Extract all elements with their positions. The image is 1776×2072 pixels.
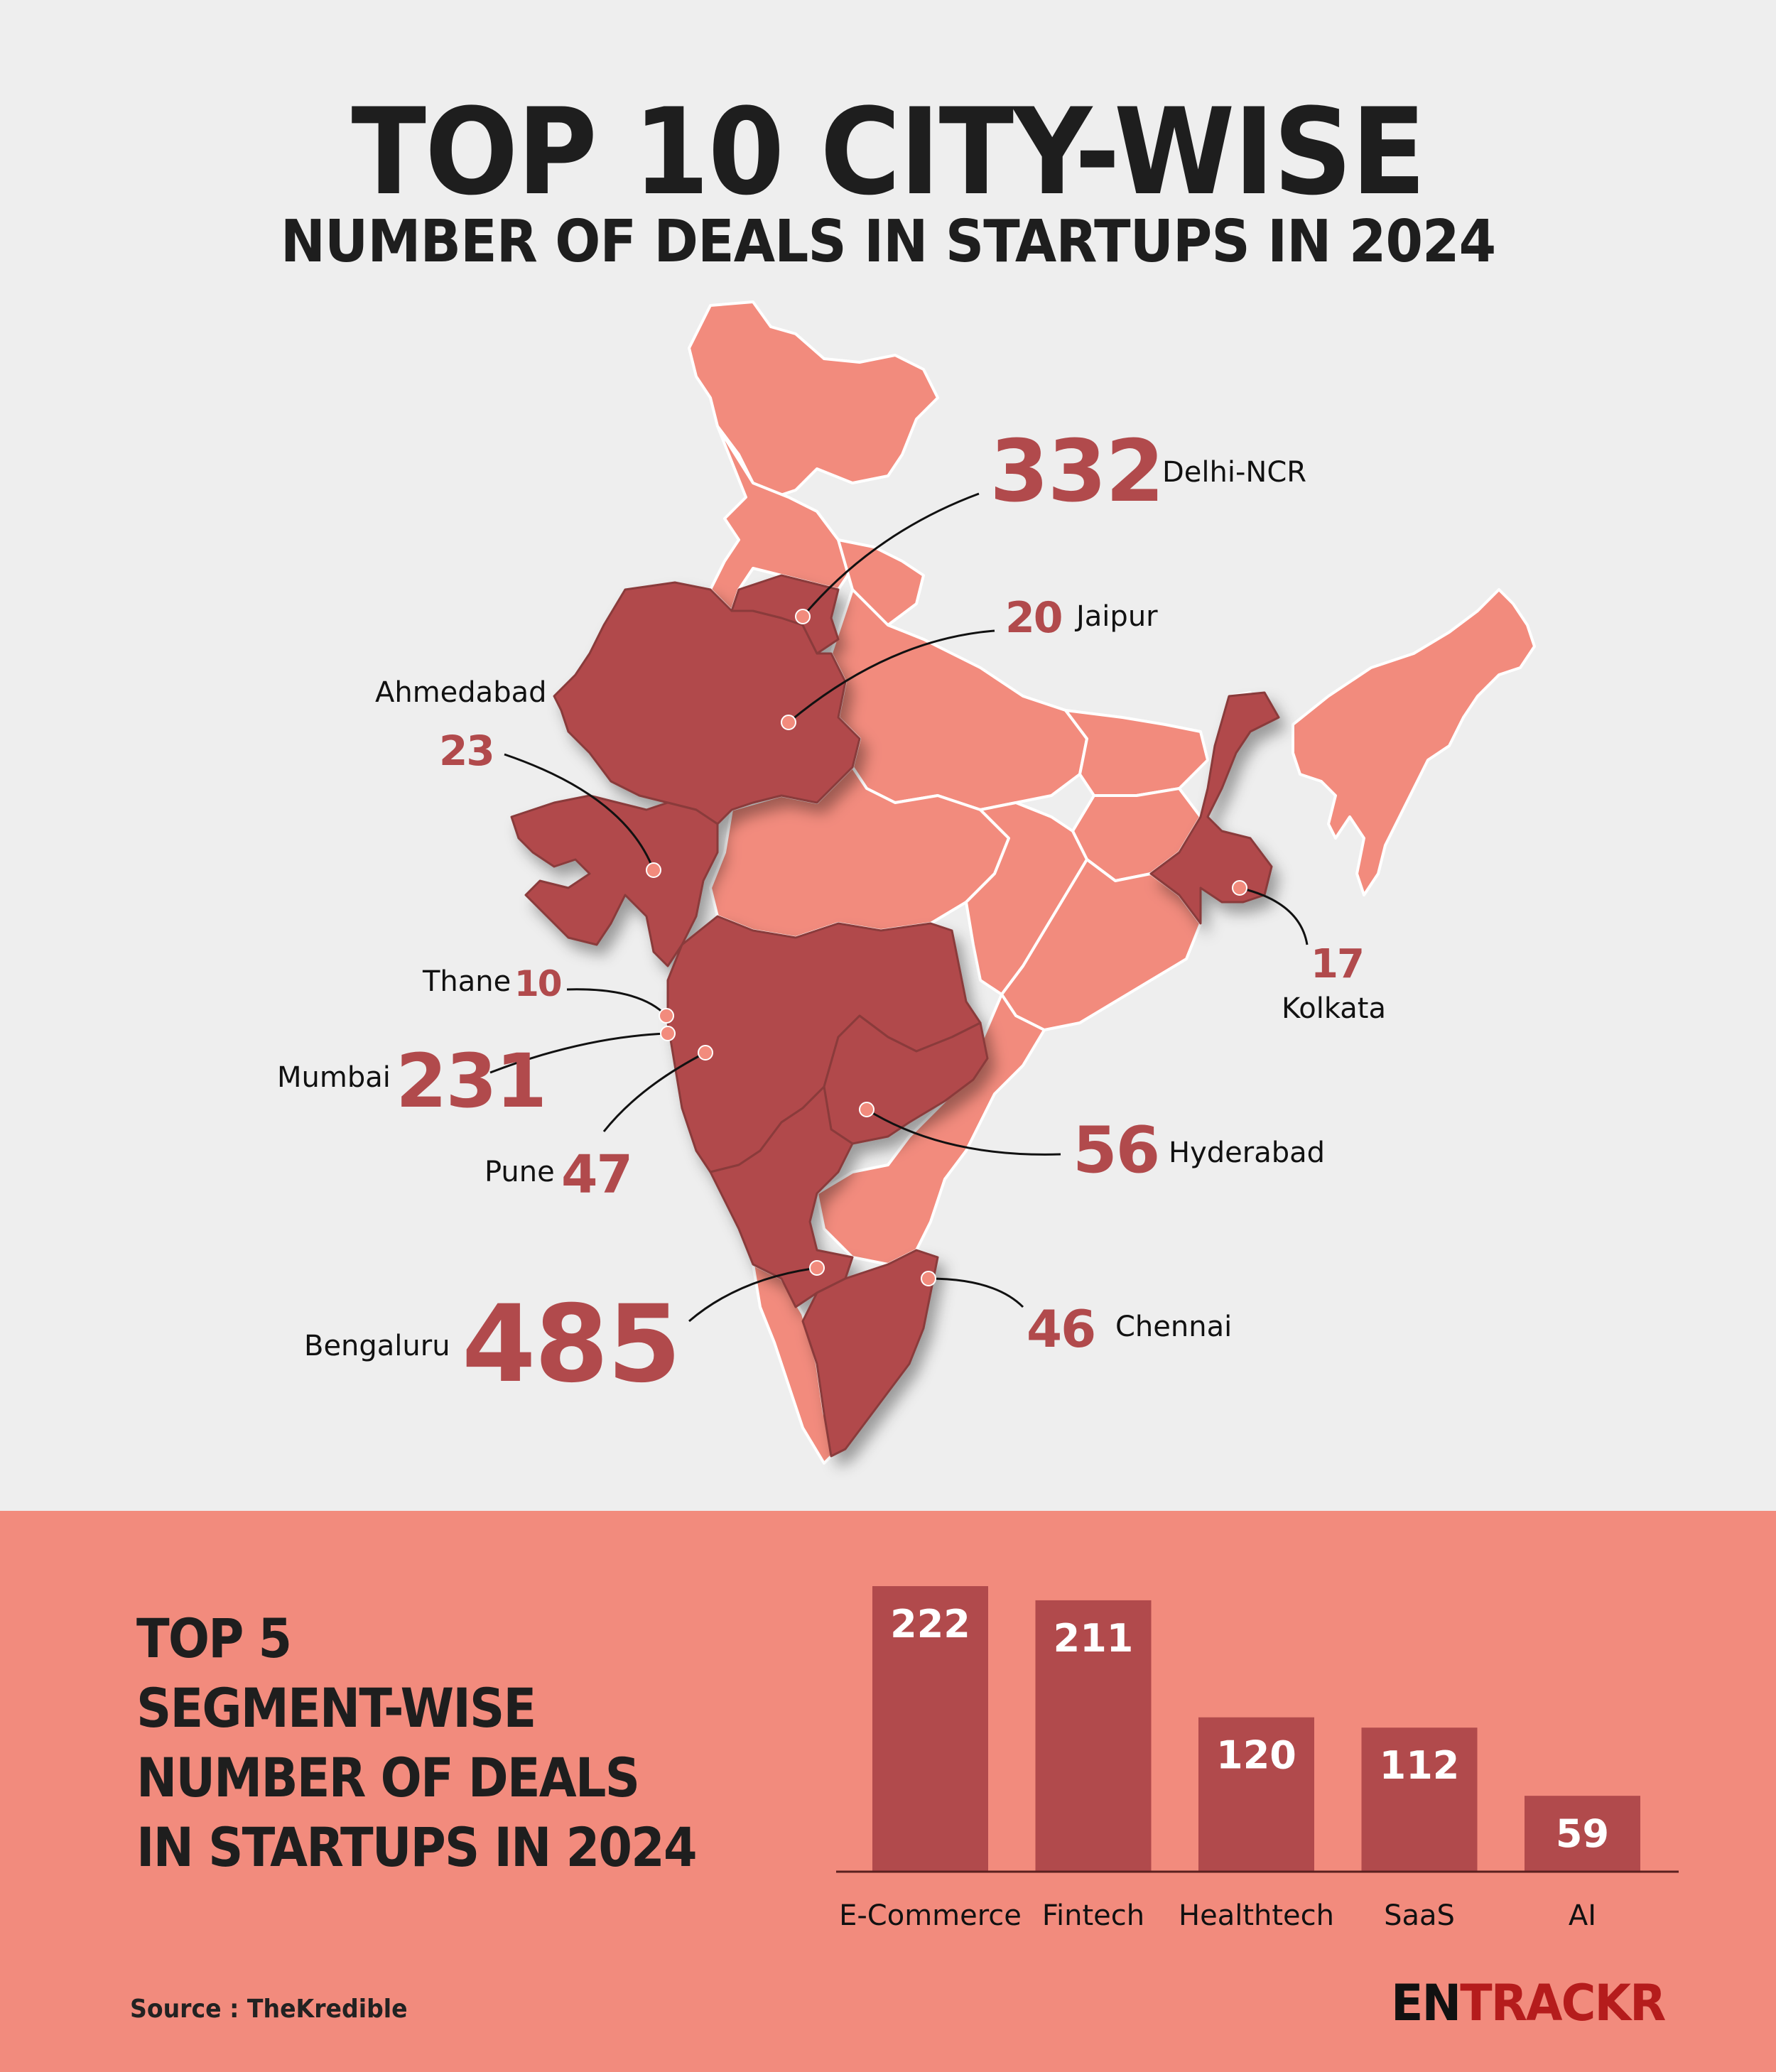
hyderabad-label: Hyderabad: [1169, 1137, 1325, 1169]
segment-panel-title: TOP 5 SEGMENT-WISE NUMBER OF DEALS IN ST…: [136, 1604, 698, 1882]
bar-e-commerce: [872, 1586, 988, 1872]
entrackr-logo: ENTRACKR: [1391, 1978, 1666, 2028]
logo-part-en: EN: [1391, 1974, 1461, 2032]
jaipur-value: 20: [1005, 593, 1063, 643]
state-tamil-nadu: [801, 1249, 939, 1458]
bars-group: 222 211 120 112 59: [872, 1586, 1640, 1872]
thane-label: Thane: [423, 965, 511, 998]
leader-kolkata: [1239, 886, 1309, 945]
chennai-value: 46: [1027, 1299, 1096, 1359]
x-tick-label: Healthtech: [1179, 1899, 1334, 1932]
marker-delhi: [795, 609, 811, 624]
segment-title-line: SEGMENT-WISE: [136, 1676, 536, 1740]
main-subtitle: NUMBER OF DEALS IN STARTUPS IN 2024: [280, 208, 1496, 276]
marker-kolkata: [1232, 880, 1247, 896]
segment-title-line: NUMBER OF DEALS: [136, 1746, 640, 1809]
chennai-label: Chennai: [1115, 1311, 1233, 1343]
delhi-value: 332: [990, 423, 1164, 521]
mumbai-value: 231: [396, 1038, 547, 1124]
leader-chennai: [928, 1277, 1024, 1308]
state-northeast: [1292, 588, 1536, 896]
bar-value-label: 59: [1556, 1811, 1609, 1856]
bar-value-label: 222: [890, 1602, 970, 1647]
x-tick-label: AI: [1569, 1899, 1596, 1932]
bar-value-label: 112: [1380, 1743, 1460, 1788]
segment-bar-chart: 222 211 120 112 59 E-Commerce Fintech Healthte…: [836, 1586, 1679, 1932]
state-jammu-kashmir: [688, 300, 939, 499]
leader-mumbai: [489, 1032, 667, 1074]
leader-delhi: [801, 492, 980, 617]
state-delhi-haryana: [730, 574, 840, 655]
bar-saas: [1361, 1727, 1478, 1872]
marker-pune: [698, 1045, 713, 1061]
leader-jaipur: [788, 629, 995, 724]
bar-value-label: 211: [1054, 1616, 1134, 1661]
x-tick-label: E-Commerce: [839, 1899, 1022, 1932]
bar-healthtech: [1198, 1717, 1314, 1872]
leader-hyderabad: [866, 1108, 1061, 1156]
bar-fintech: [1035, 1600, 1152, 1872]
marker-thane: [659, 1008, 674, 1024]
bengaluru-value: 485: [462, 1283, 681, 1406]
thane-value: 10: [514, 963, 563, 1004]
pune-label: Pune: [484, 1156, 555, 1188]
bengaluru-label: Bengaluru: [304, 1330, 450, 1362]
segment-title-line: TOP 5: [136, 1607, 292, 1670]
bar-value-label: 120: [1216, 1733, 1296, 1778]
state-west-bengal: [1149, 691, 1280, 925]
marker-bengaluru: [809, 1260, 825, 1276]
leader-thane: [566, 988, 668, 1017]
ahmedabad-label: Ahmedabad: [375, 676, 547, 709]
highlighted-states: [510, 574, 1280, 1458]
x-tick-label: Fintech: [1042, 1899, 1144, 1932]
segment-title-line: IN STARTUPS IN 2024: [136, 1816, 698, 1879]
leader-pune: [602, 1051, 706, 1132]
hyderabad-value: 56: [1073, 1113, 1160, 1188]
logo-part-trackr: TRACKR: [1460, 1974, 1666, 2032]
pune-value: 47: [561, 1144, 633, 1205]
jaipur-label: Jaipur: [1076, 600, 1158, 633]
state-himachal-punjab: [709, 425, 854, 612]
leader-ahmedabad: [504, 753, 655, 871]
city-markers: [646, 609, 1247, 1286]
marker-hyderabad: [859, 1102, 875, 1117]
leader-lines: [489, 492, 1309, 1323]
state-bihar: [1064, 709, 1209, 797]
x-labels-group: E-Commerce Fintech Healthtech SaaS AI: [839, 1899, 1596, 1932]
main-title: TOP 10 CITY-WISE: [351, 82, 1426, 222]
bar-ai: [1525, 1796, 1640, 1872]
india-map: [489, 300, 1536, 1465]
marker-ahmedabad: [646, 862, 661, 878]
leader-bengaluru: [688, 1266, 818, 1323]
marker-jaipur: [781, 715, 796, 730]
marker-mumbai: [660, 1026, 676, 1041]
state-karnataka: [709, 1085, 854, 1308]
state-gujarat: [510, 794, 719, 967]
kolkata-label: Kolkata: [1282, 992, 1386, 1025]
x-tick-label: SaaS: [1384, 1899, 1455, 1932]
source-note: Source : TheKredible: [130, 1995, 408, 2024]
delhi-label: Delhi-NCR: [1162, 456, 1307, 489]
kolkata-value: 17: [1311, 941, 1365, 987]
ahmedabad-value: 23: [439, 727, 495, 775]
marker-chennai: [921, 1271, 936, 1286]
mumbai-label: Mumbai: [277, 1061, 391, 1094]
